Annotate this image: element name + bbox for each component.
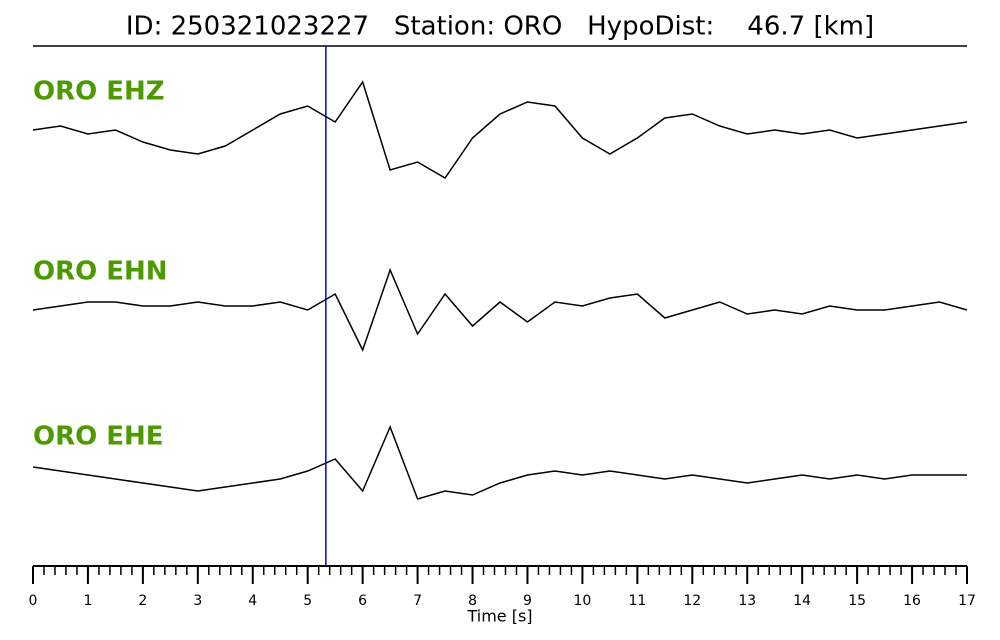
x-tick-label: 6 <box>358 593 367 609</box>
x-tick-label: 12 <box>683 593 701 609</box>
x-tick-label: 10 <box>573 593 591 609</box>
x-tick-label: 8 <box>468 593 477 609</box>
x-tick-label: 0 <box>29 593 38 609</box>
x-tick-label: 4 <box>248 593 257 609</box>
x-tick-label: 2 <box>138 593 147 609</box>
x-tick-label: 7 <box>413 593 422 609</box>
x-tick-label: 1 <box>83 593 92 609</box>
trace-label: ORO EHZ <box>33 77 165 107</box>
trace-label: ORO EHE <box>33 422 164 452</box>
x-tick-label: 17 <box>958 593 976 609</box>
x-tick-label: 5 <box>303 593 312 609</box>
chart-title: ID: 250321023227 Station: ORO HypoDist: … <box>126 12 874 42</box>
x-tick-label: 13 <box>738 593 756 609</box>
x-tick-label: 14 <box>793 593 811 609</box>
x-tick-label: 11 <box>628 593 646 609</box>
trace <box>32 267 968 352</box>
x-axis-label: Time [s] <box>466 607 532 626</box>
x-tick-label: 15 <box>848 593 866 609</box>
trace <box>32 80 968 179</box>
trace-label: ORO EHN <box>33 257 168 287</box>
x-tick-label: 3 <box>193 593 202 609</box>
x-tick-label: 16 <box>903 593 921 609</box>
x-tick-label: 9 <box>523 593 532 609</box>
trace <box>32 425 967 500</box>
